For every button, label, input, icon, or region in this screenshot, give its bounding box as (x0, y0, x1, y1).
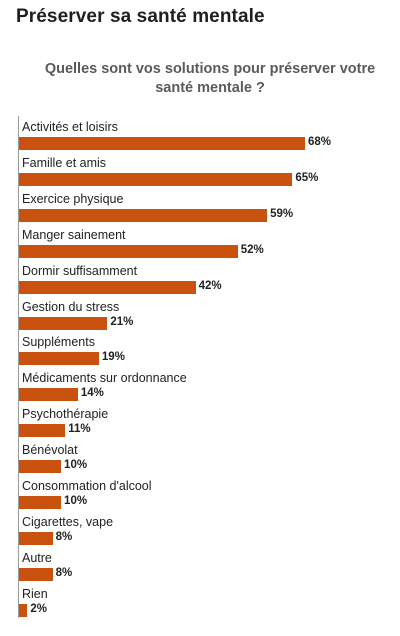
bar (19, 352, 99, 366)
value-label: 21% (110, 315, 134, 328)
value-label: 59% (270, 207, 294, 220)
category-label: Psychothérapie (22, 407, 109, 422)
category-label: Autre (22, 550, 52, 565)
value-label: 10% (64, 495, 88, 507)
value-label: 2% (30, 602, 48, 615)
bar (19, 531, 53, 545)
value-label: 8% (55, 566, 73, 579)
bar (19, 172, 293, 186)
bar (19, 316, 108, 330)
bar (19, 460, 62, 474)
value-label: 42% (198, 279, 222, 292)
category-label: Cigarettes, vape (22, 514, 114, 529)
bar (19, 603, 28, 617)
value-label: 14% (80, 387, 104, 400)
category-label: Gestion du stress (22, 299, 120, 314)
bar-row: Autre 8% (19, 547, 379, 583)
bar-row: Médicaments sur ordonnance 14% (19, 367, 379, 403)
page-title: Préserver sa santé mentale (16, 6, 265, 27)
value-label: 19% (101, 351, 125, 364)
bar-row: Famille et amis 65% (19, 152, 379, 188)
category-label: Famille et amis (22, 155, 107, 170)
category-label: Exercice physique (22, 191, 124, 206)
bar (19, 424, 66, 438)
bar-chart-plot: Activités et loisirs 68% Famille et amis 65… (19, 116, 379, 618)
bar-row: Cigarettes, vape 8% (19, 511, 379, 547)
category-label: Consommation d'alcool (22, 479, 152, 493)
bar-row: Dormir suffisamment 42% (19, 260, 379, 296)
bar-row: Activités et loisirs 68% (19, 116, 379, 152)
value-label: 65% (295, 171, 319, 184)
category-label: Médicaments sur ordonnance (22, 371, 187, 386)
value-label: 11% (68, 423, 91, 436)
category-label: Activités et loisirs (22, 120, 118, 134)
bar (19, 496, 62, 509)
bar-row: Exercice physique 59% (19, 188, 379, 224)
value-label: 8% (55, 530, 73, 543)
category-label: Dormir suffisamment (22, 263, 138, 278)
bar-row: Psychothérapie 11% (19, 403, 379, 439)
bar (19, 567, 53, 581)
chart-title: Quelles sont vos solutions pour préserve… (44, 61, 376, 96)
category-label: Suppléments (22, 335, 95, 350)
bar (19, 280, 196, 294)
bar (19, 137, 305, 150)
bar-row: Gestion du stress 21% (19, 296, 379, 332)
bar-row: Suppléments 19% (19, 331, 379, 367)
bar (19, 388, 78, 402)
value-label: 68% (308, 136, 332, 148)
category-axis-line (18, 116, 19, 618)
category-label: Bénévolat (22, 443, 78, 458)
bar (19, 244, 238, 258)
value-label: 52% (240, 243, 264, 256)
category-label: Manger sainement (22, 227, 126, 242)
category-label: Rien (22, 586, 48, 601)
bar-row: Rien 2% (19, 583, 379, 619)
bar-row: Manger sainement 52% (19, 224, 379, 260)
bar-row: Consommation d'alcool 10% (19, 475, 379, 511)
value-label: 10% (64, 459, 88, 472)
bar (19, 208, 268, 222)
bar-row: Bénévolat 10% (19, 439, 379, 475)
